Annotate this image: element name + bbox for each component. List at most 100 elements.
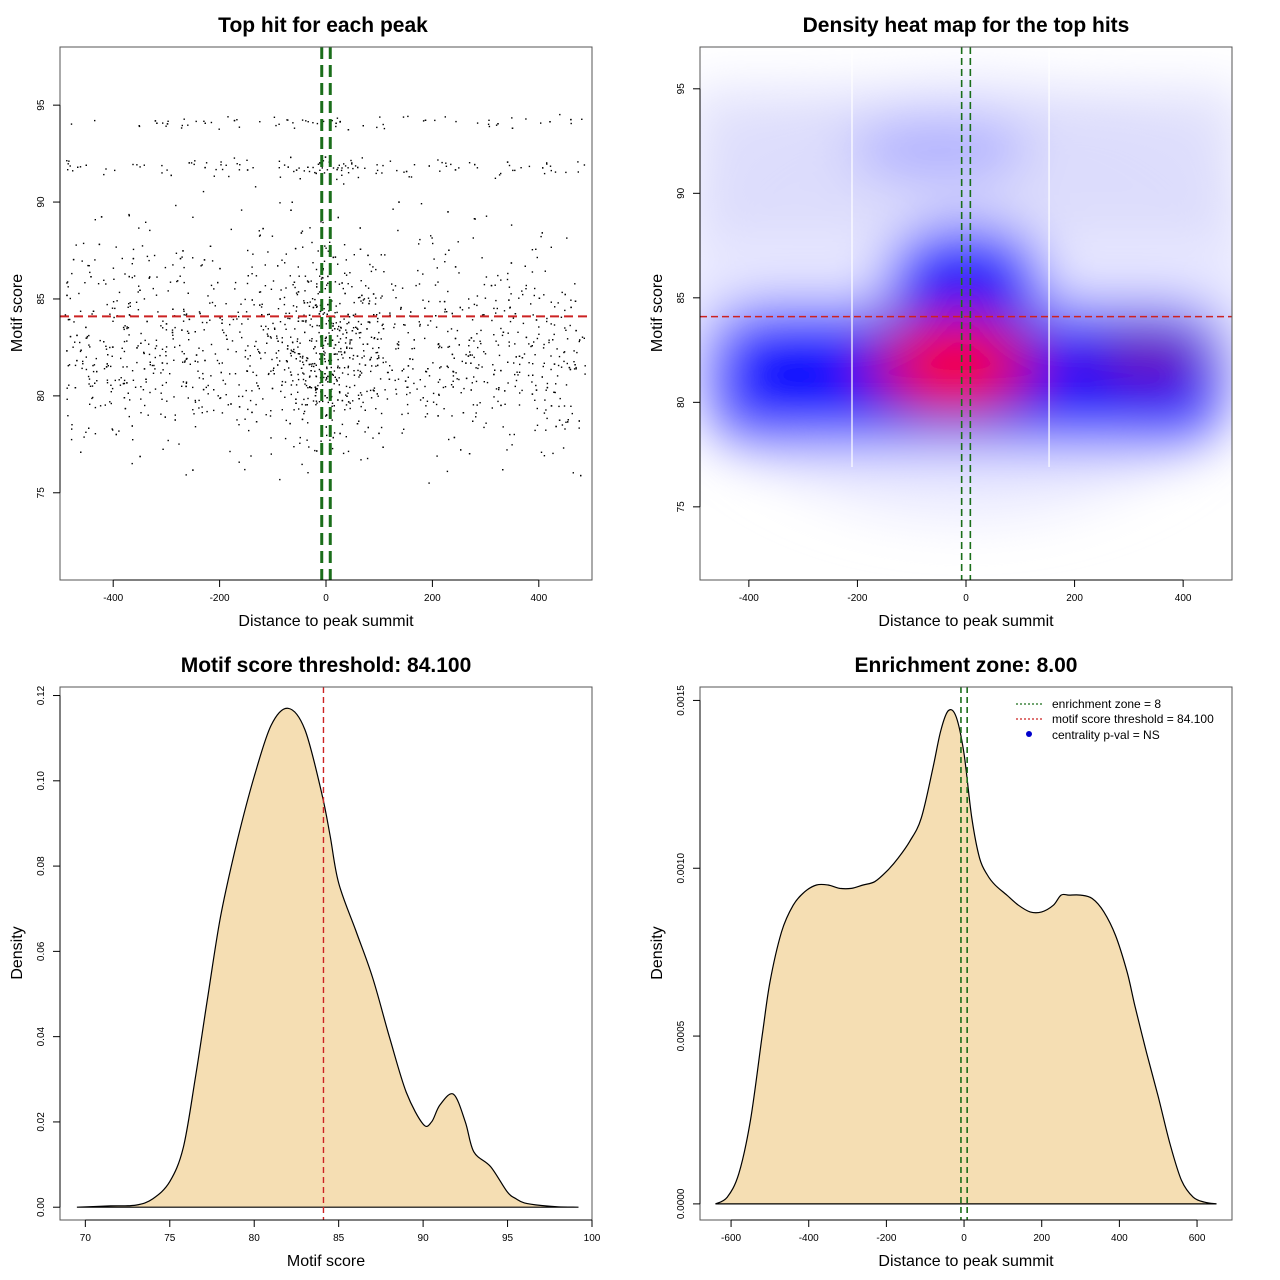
scatter-point xyxy=(186,357,188,360)
scatter-point xyxy=(192,257,194,259)
scatter-point xyxy=(372,347,374,350)
scatter-point xyxy=(314,298,316,301)
scatter-point xyxy=(406,403,409,406)
scatter-point xyxy=(80,349,82,351)
x-tick-label: -600 xyxy=(721,1233,741,1244)
scatter-point xyxy=(192,469,194,471)
scatter-point xyxy=(296,306,298,308)
scatter-point xyxy=(292,122,294,124)
scatter-point xyxy=(470,389,472,391)
scatter-point xyxy=(88,427,90,429)
scatter-point xyxy=(66,294,68,297)
scatter-point xyxy=(131,462,133,465)
reference-lines xyxy=(60,47,592,580)
scatter-point xyxy=(352,314,355,317)
scatter-point xyxy=(327,343,329,345)
scatter-point xyxy=(566,338,569,340)
scatter-point xyxy=(331,405,333,407)
scatter-point xyxy=(395,348,397,350)
scatter-point xyxy=(247,249,249,252)
scatter-point xyxy=(275,352,277,354)
scatter-point xyxy=(309,301,311,303)
scatter-point xyxy=(172,338,174,340)
scatter-point xyxy=(170,174,172,177)
scatter-point xyxy=(88,383,90,385)
scatter-point xyxy=(450,384,453,386)
scatter-point xyxy=(338,391,341,393)
scatter-point xyxy=(283,164,286,166)
scatter-point xyxy=(318,313,321,315)
panel-motif-density: Motif score threshold: 84.100 70 75 80 85 90… xyxy=(9,654,601,1270)
scatter-point xyxy=(303,300,305,302)
scatter-point xyxy=(284,323,286,326)
x-tick-label: -400 xyxy=(799,1233,819,1244)
scatter-point xyxy=(502,469,504,471)
scatter-point xyxy=(300,367,303,369)
scatter-point xyxy=(314,389,317,391)
scatter-point xyxy=(255,275,258,277)
scatter-point xyxy=(310,280,312,282)
scatter-point xyxy=(164,416,166,418)
x-axis-label: Distance to peak summit xyxy=(238,613,414,630)
scatter-point xyxy=(325,415,327,417)
scatter-point xyxy=(160,372,162,374)
scatter-point xyxy=(581,336,584,338)
scatter-point xyxy=(325,247,327,249)
scatter-point xyxy=(234,373,237,375)
scatter-point xyxy=(290,349,292,351)
y-tick-label: 85 xyxy=(676,292,687,304)
scatter-point xyxy=(370,397,373,399)
scatter-point xyxy=(72,258,75,261)
scatter-point xyxy=(439,378,441,381)
scatter-point xyxy=(339,321,341,323)
scatter-point xyxy=(508,164,511,167)
x-tick-label: 90 xyxy=(418,1233,430,1244)
scatter-point xyxy=(373,337,375,340)
scatter-point xyxy=(561,424,564,426)
scatter-point xyxy=(550,169,552,172)
scatter-point xyxy=(426,400,429,402)
scatter-point xyxy=(295,384,298,386)
scatter-point xyxy=(302,378,305,381)
scatter-point xyxy=(213,409,215,412)
scatter-point xyxy=(346,331,348,334)
scatter-point xyxy=(471,319,474,321)
scatter-point xyxy=(179,275,181,277)
scatter-point xyxy=(331,388,333,390)
scatter-point xyxy=(290,393,292,396)
scatter-point xyxy=(111,428,113,430)
scatter-point xyxy=(92,396,94,399)
scatter-point xyxy=(284,396,286,398)
scatter-point xyxy=(279,176,282,178)
scatter-point xyxy=(132,163,134,166)
scatter-point xyxy=(247,408,249,411)
scatter-point xyxy=(437,281,439,283)
scatter-point xyxy=(77,166,79,168)
scatter-point xyxy=(143,352,145,355)
scatter-point xyxy=(422,299,424,301)
y-tick-label: 95 xyxy=(36,99,47,111)
scatter-point xyxy=(129,302,131,304)
scatter-point xyxy=(351,330,354,332)
scatter-point xyxy=(424,119,427,121)
scatter-point xyxy=(106,303,108,306)
scatter-point xyxy=(495,388,498,390)
scatter-point xyxy=(148,353,151,356)
scatter-point xyxy=(298,408,300,410)
scatter-point xyxy=(323,312,326,314)
scatter-point xyxy=(357,369,359,372)
scatter-point xyxy=(515,356,517,358)
scatter-point xyxy=(327,275,329,278)
scatter-point xyxy=(510,262,513,264)
scatter-point xyxy=(265,414,267,416)
scatter-point xyxy=(341,353,343,356)
scatter-point xyxy=(473,356,475,359)
scatter-point xyxy=(347,401,350,403)
scatter-point xyxy=(179,344,181,347)
scatter-point xyxy=(259,352,261,354)
scatter-point xyxy=(239,164,241,166)
scatter-point xyxy=(440,346,443,349)
scatter-point xyxy=(297,391,299,393)
scatter-point xyxy=(380,426,383,429)
scatter-point xyxy=(534,429,536,432)
